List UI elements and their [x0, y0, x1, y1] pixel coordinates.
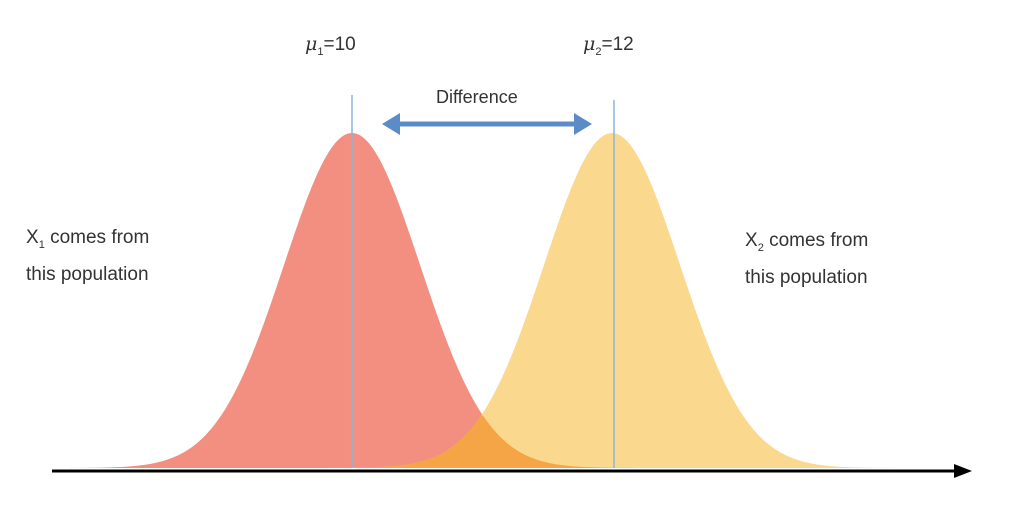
population-2-label: X2 comes from this population — [745, 226, 868, 293]
mu-value-2: =12 — [601, 34, 634, 55]
difference-arrow — [382, 113, 592, 135]
population-1-label-line-1: X1 comes from — [26, 223, 149, 260]
population-1-label-line-2: this population — [26, 263, 149, 285]
mu-symbol-2: μ — [583, 33, 596, 55]
population-2-label-line-2: this population — [745, 266, 868, 288]
population-2-var-subscript: 2 — [757, 241, 764, 254]
x-axis — [52, 464, 972, 478]
population-1-var-subscript: 1 — [38, 238, 45, 251]
population-2-var: X — [745, 230, 758, 251]
mean-label-1: μ1=10 — [305, 33, 356, 58]
population-1-label-rest: comes from — [44, 227, 150, 248]
population-2-label-line-1: X2 comes from — [745, 226, 868, 263]
mu-value-1: =10 — [323, 34, 356, 55]
population-1-label: X1 comes from this population — [26, 223, 149, 290]
mu-subscript-2: 2 — [595, 45, 602, 58]
mean-label-2: μ2=12 — [583, 33, 634, 58]
mu-subscript-1: 1 — [317, 45, 324, 58]
population-2-label-rest: comes from — [763, 230, 869, 251]
difference-label: Difference — [436, 87, 518, 107]
mu-symbol-1: μ — [305, 33, 318, 55]
population-1-var: X — [26, 227, 39, 248]
overlap-region — [55, 415, 940, 468]
population-1-curve — [55, 133, 940, 469]
population-2-curve — [55, 133, 940, 469]
